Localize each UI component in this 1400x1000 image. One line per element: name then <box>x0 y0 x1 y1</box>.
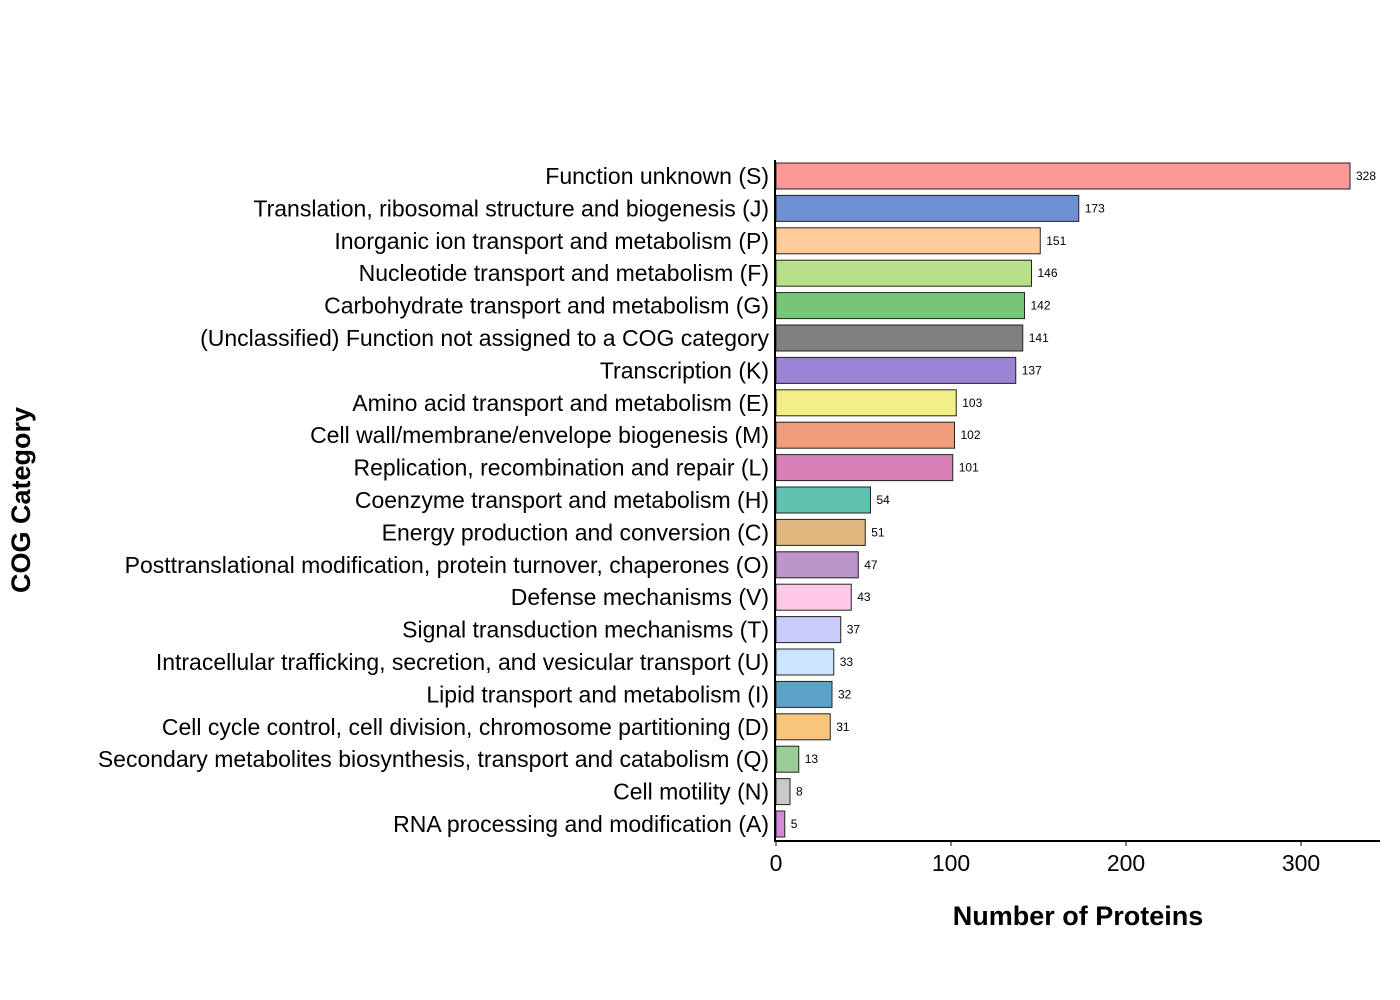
category-label: Signal transduction mechanisms (T) <box>402 617 769 643</box>
bar <box>775 486 871 514</box>
data-label: 151 <box>1046 234 1066 248</box>
data-label: 101 <box>959 461 979 475</box>
bar <box>775 259 1032 287</box>
data-label: 173 <box>1085 201 1105 215</box>
category-label: Defense mechanisms (V) <box>511 584 769 610</box>
x-tick-label: 100 <box>932 850 970 876</box>
category-label: Nucleotide transport and metabolism (F) <box>359 260 769 286</box>
category-label: Cell motility (N) <box>613 779 769 805</box>
bar <box>775 810 786 838</box>
data-label: 5 <box>791 817 798 831</box>
bar <box>775 518 866 546</box>
bar <box>775 616 842 644</box>
category-label: Function unknown (S) <box>545 163 769 189</box>
category-label: RNA processing and modification (A) <box>393 811 769 837</box>
category-label: Lipid transport and metabolism (I) <box>426 681 769 707</box>
bar <box>775 713 831 741</box>
x-tick-label: 300 <box>1282 850 1320 876</box>
data-label: 51 <box>871 525 885 539</box>
bar <box>775 227 1041 255</box>
x-tick-label: 0 <box>770 850 783 876</box>
category-label: Replication, recombination and repair (L… <box>354 455 770 481</box>
category-label: Amino acid transport and metabolism (E) <box>352 390 769 416</box>
data-label: 328 <box>1356 169 1376 183</box>
category-label: Energy production and conversion (C) <box>382 519 769 545</box>
data-label: 146 <box>1038 266 1058 280</box>
data-label: 32 <box>838 687 852 701</box>
data-label: 54 <box>877 493 891 507</box>
data-label: 33 <box>840 655 854 669</box>
data-label: 13 <box>805 752 819 766</box>
bar <box>775 583 852 611</box>
category-label: Transcription (K) <box>600 357 769 383</box>
category-label: Cell cycle control, cell division, chrom… <box>162 714 769 740</box>
category-label: Coenzyme transport and metabolism (H) <box>355 487 769 513</box>
category-label: Cell wall/membrane/envelope biogenesis (… <box>310 422 769 448</box>
category-label: Carbohydrate transport and metabolism (G… <box>324 293 769 319</box>
bar <box>775 648 835 676</box>
category-label: Translation, ribosomal structure and bio… <box>253 195 769 221</box>
data-label: 137 <box>1022 363 1042 377</box>
data-label: 43 <box>857 590 871 604</box>
category-label: Posttranslational modification, protein … <box>125 552 769 578</box>
bar <box>775 680 833 708</box>
bar <box>775 356 1017 384</box>
category-label: (Unclassified) Function not assigned to … <box>200 325 769 351</box>
y-axis-label: COG Category <box>6 407 36 593</box>
bar <box>775 194 1080 222</box>
bar <box>775 421 955 449</box>
data-label: 47 <box>864 558 878 572</box>
category-label: Secondary metabolites biosynthesis, tran… <box>98 746 769 772</box>
data-label: 31 <box>836 720 850 734</box>
bar <box>775 292 1025 320</box>
data-label: 142 <box>1031 299 1051 313</box>
x-tick-label: 200 <box>1107 850 1145 876</box>
data-label: 103 <box>962 396 982 410</box>
x-axis-label: Number of Proteins <box>953 901 1204 931</box>
bar <box>775 745 800 773</box>
data-label: 8 <box>796 785 803 799</box>
category-label: Inorganic ion transport and metabolism (… <box>334 228 769 254</box>
data-label: 102 <box>961 428 981 442</box>
bar <box>775 454 954 482</box>
bar <box>775 162 1351 190</box>
category-label: Intracellular trafficking, secretion, an… <box>156 649 769 675</box>
bar <box>775 778 791 806</box>
bar <box>775 389 957 417</box>
data-label: 141 <box>1029 331 1049 345</box>
data-label: 37 <box>847 623 861 637</box>
bar <box>775 324 1024 352</box>
bar <box>775 551 859 579</box>
